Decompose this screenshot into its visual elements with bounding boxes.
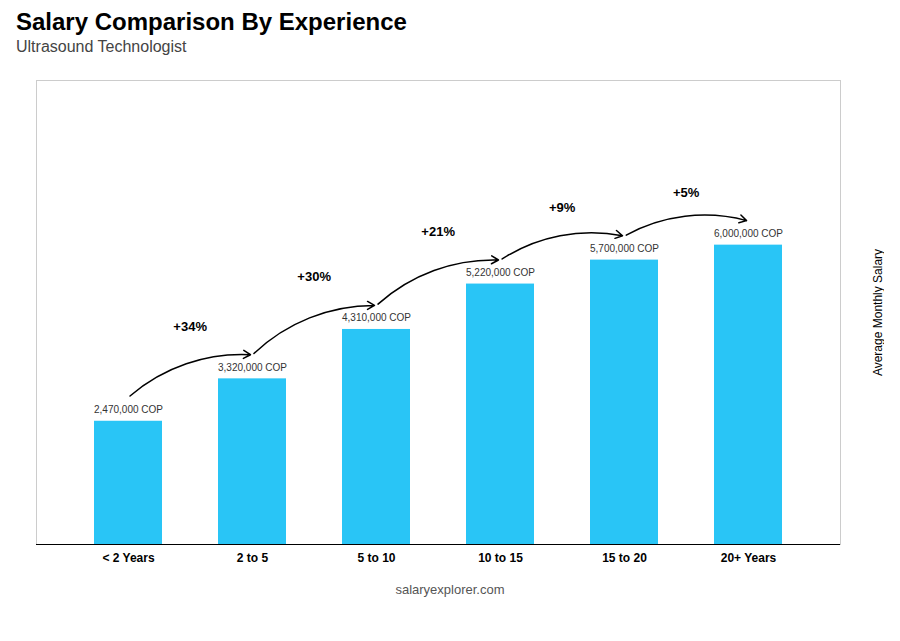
svg-text:+21%: +21% (421, 224, 455, 239)
svg-text:+30%: +30% (297, 269, 331, 284)
svg-text:< 2 Years: < 2 Years (102, 551, 154, 565)
svg-text:Average Monthly Salary: Average Monthly Salary (871, 249, 885, 376)
html-text:Salary Comparison By Experienc: Salary Comparison By Experience (16, 8, 407, 35)
svg-text:5 to 10: 5 to 10 (357, 551, 395, 565)
svg-text:15 to 20: 15 to 20 (602, 551, 647, 565)
svg-text:+34%: +34% (173, 319, 207, 334)
svg-text:+9%: +9% (549, 200, 576, 215)
svg-text:10 to 15: 10 to 15 (478, 551, 523, 565)
svg-text:2,470,000 COP: 2,470,000 COP (94, 404, 163, 415)
svg-text:20+ Years: 20+ Years (721, 551, 777, 565)
svg-text:5,700,000 COP: 5,700,000 COP (590, 243, 659, 254)
svg-text:2 to 5: 2 to 5 (237, 551, 269, 565)
svg-text:4,310,000 COP: 4,310,000 COP (342, 312, 411, 323)
svg-text:6,000,000 COP: 6,000,000 COP (714, 228, 783, 239)
svg-text:5,220,000 COP: 5,220,000 COP (466, 267, 535, 278)
svg-text:3,320,000 COP: 3,320,000 COP (218, 362, 287, 373)
html-text:Ultrasound Technologist: Ultrasound Technologist (16, 38, 187, 55)
svg-text:+5%: +5% (673, 185, 700, 200)
html-text:salaryexplorer.com: salaryexplorer.com (395, 582, 505, 597)
